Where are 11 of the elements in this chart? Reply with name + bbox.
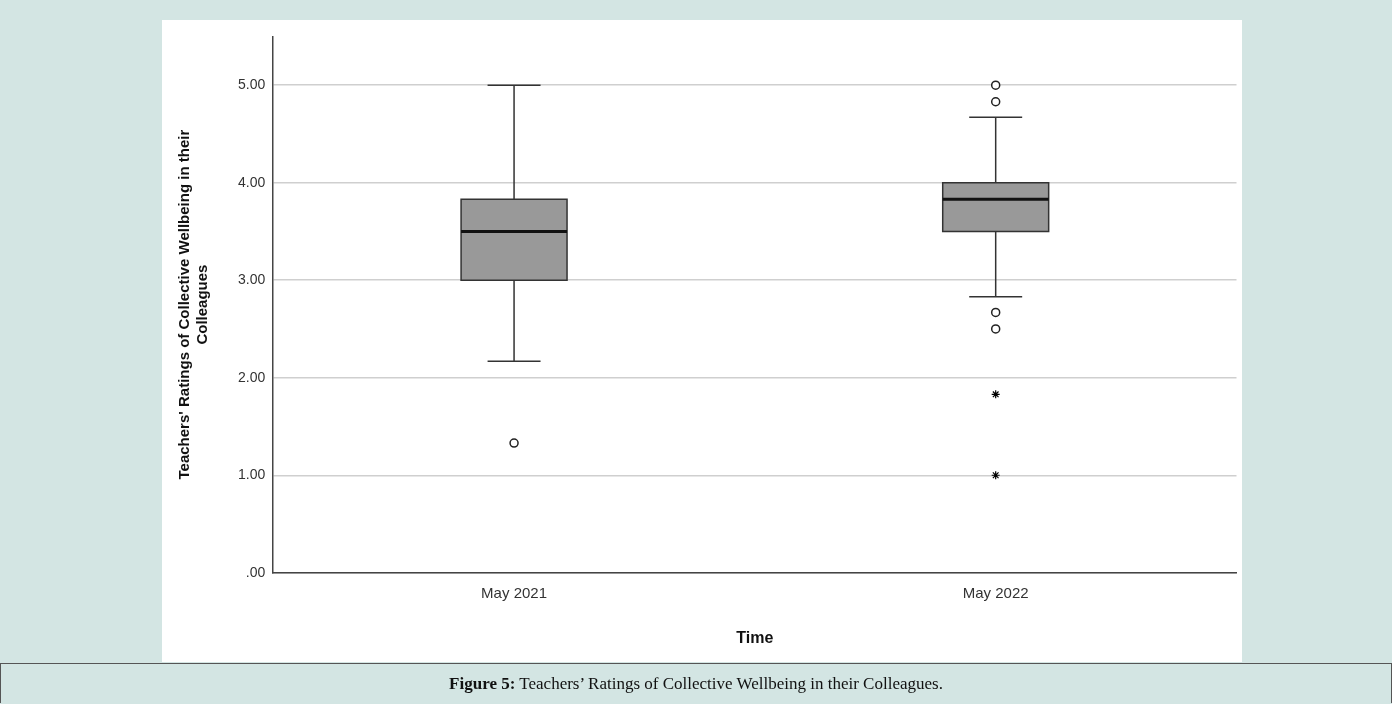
caption: Figure 5: Teachers’ Ratings of Collective Wellbeing in their Colleagues. xyxy=(1,664,1391,704)
y-tick-label: 3.00 xyxy=(238,271,266,288)
y-tick-label: 1.00 xyxy=(238,466,266,483)
y-tick-label: 4.00 xyxy=(238,173,266,190)
y-axis-title: Teachers' Ratings of Collective Wellbeing in their Colleagues xyxy=(175,129,211,480)
x-tick-label: May 2022 xyxy=(962,583,1029,601)
y-tick-label: 2.00 xyxy=(238,368,266,385)
y-tick-label: .00 xyxy=(245,563,266,580)
y-tick-label: 5.00 xyxy=(238,76,266,93)
x-axis-title: Time xyxy=(736,628,774,646)
x-tick-label: May 2021 xyxy=(481,583,547,601)
